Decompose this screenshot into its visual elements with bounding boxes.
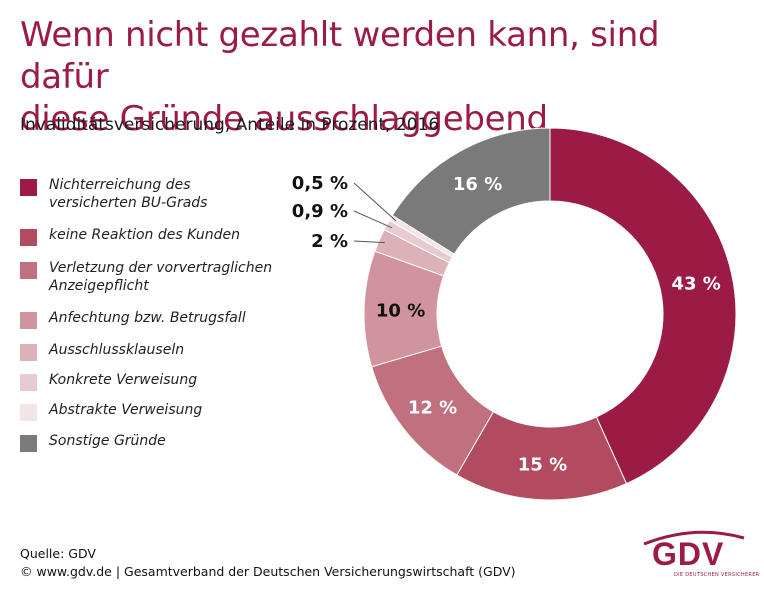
legend-label-line: Abstrakte Verweisung <box>49 402 203 418</box>
legend-label-line: Nichterreichung des <box>49 177 191 193</box>
legend-item: Sonstige Gründe <box>20 432 166 452</box>
legend-swatch <box>20 374 37 391</box>
slice-value-label: 0,5 % <box>292 173 348 194</box>
legend-label: Verletzung der vorvertraglichen Anzeigepf… <box>49 259 272 295</box>
legend-label-line: versicherten BU-Grads <box>49 195 208 211</box>
leader-line <box>353 210 393 229</box>
legend-item: Nichterreichung des versicherten BU-Grads <box>20 176 207 212</box>
legend-label: Anfechtung bzw. Betrugsfall <box>49 309 246 327</box>
legend-label: Konkrete Verweisung <box>49 371 197 389</box>
logo-subtext: DIE DEUTSCHEN VERSICHERER <box>674 572 760 578</box>
slice-value-label: 43 % <box>671 274 720 295</box>
legend-label: keine Reaktion des Kunden <box>49 226 240 244</box>
legend-item: Anfechtung bzw. Betrugsfall <box>20 309 246 329</box>
logo-arc-icon <box>643 530 745 546</box>
legend-item: Ausschlussklauseln <box>20 341 184 361</box>
legend-swatch <box>20 262 37 279</box>
leader-line <box>353 240 385 244</box>
source-note: Quelle: GDV <box>20 546 96 561</box>
legend-label-line: Konkrete Verweisung <box>49 372 198 388</box>
legend-label-line: Ausschlussklauseln <box>49 342 185 358</box>
legend-label: Ausschlussklauseln <box>49 341 184 359</box>
legend-swatch <box>20 179 37 196</box>
legend-item: keine Reaktion des Kunden <box>20 226 240 246</box>
gdv-logo: GDV DIE DEUTSCHEN VERSICHERER <box>640 528 759 583</box>
legend-item: Konkrete Verweisung <box>20 371 197 391</box>
legend-label-line: Anfechtung bzw. Betrugsfall <box>49 310 246 326</box>
donut-slice <box>391 127 551 255</box>
footer: Quelle: GDV © www.gdv.de | Gesamtverband… <box>20 545 516 581</box>
logo-text: GDV <box>652 536 725 572</box>
copyright-note: © www.gdv.de | Gesamtverband der Deutsch… <box>20 564 516 579</box>
chart-title-line-2: diese Gründe ausschlaggebend <box>20 99 548 139</box>
legend-label-line: keine Reaktion des Kunden <box>49 227 241 243</box>
legend-item: Abstrakte Verweisung <box>20 401 202 421</box>
leader-line <box>353 182 397 222</box>
legend-label: Abstrakte Verweisung <box>49 401 202 419</box>
legend-swatch <box>20 344 37 361</box>
slice-value-label: 10 % <box>376 301 425 322</box>
legend-swatch <box>20 404 37 421</box>
slice-value-label: 0,9 % <box>292 201 348 222</box>
slice-value-label: 15 % <box>518 454 567 475</box>
chart-title: Wenn nicht gezahlt werden kann, sind daf… <box>20 14 740 140</box>
slice-value-label: 16 % <box>453 174 502 195</box>
legend-label-line: Sonstige Gründe <box>49 433 166 449</box>
legend-swatch <box>20 312 37 329</box>
legend-label-line: Verletzung der vorvertraglichen <box>49 260 273 276</box>
donut-slice <box>549 127 737 485</box>
legend-item: Verletzung der vorvertraglichen Anzeigepf… <box>20 259 272 295</box>
legend-swatch <box>20 229 37 246</box>
slice-value-label: 12 % <box>408 397 457 418</box>
legend-label: Nichterreichung des versicherten BU-Grads <box>49 176 207 212</box>
legend-swatch <box>20 435 37 452</box>
chart-subtitle: Invaliditätsversicherung, Anteile in Pro… <box>20 115 440 135</box>
legend-label-line: Anzeigepflicht <box>49 278 149 294</box>
chart-title-line-1: Wenn nicht gezahlt werden kann, sind daf… <box>20 15 660 97</box>
slice-value-label: 2 % <box>311 231 348 252</box>
legend-label: Sonstige Gründe <box>49 432 166 450</box>
